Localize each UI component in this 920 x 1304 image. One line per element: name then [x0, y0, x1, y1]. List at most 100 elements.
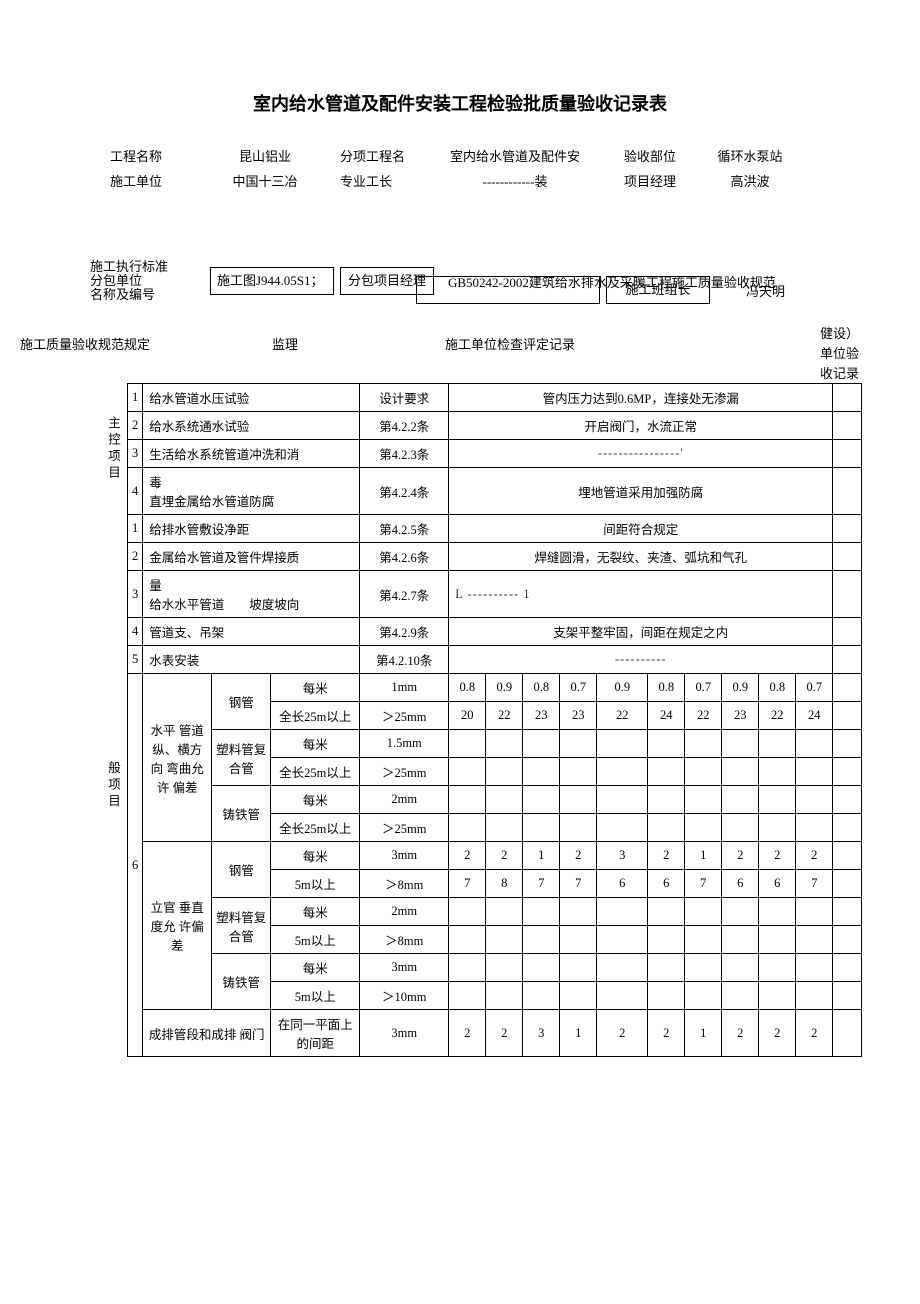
cell: 1 [128, 384, 143, 412]
cell: 第4.2.3条 [360, 440, 449, 468]
cell: ＞25mm [360, 814, 449, 842]
cell: 水平 管道纵、横方向 弯曲允许 偏差 [143, 674, 212, 842]
cell: ＞8mm [360, 926, 449, 954]
label: 专业工长 [340, 171, 430, 190]
cell: 22 [759, 702, 796, 730]
cell: 22 [486, 702, 523, 730]
cell: 第4.2.7条 [360, 571, 449, 618]
cell: 水表安装 [143, 646, 360, 674]
box [416, 276, 600, 304]
cell: 成排管段和成排 阀门 [143, 1010, 271, 1057]
cell: 塑料管复合管 [212, 730, 271, 786]
cell: 间距符合规定 [449, 515, 833, 543]
cell [833, 702, 862, 730]
cell: 0.9 [486, 674, 523, 702]
cell: 6 [722, 870, 759, 898]
cell [833, 468, 862, 515]
cell: 全长25m以上 [271, 814, 360, 842]
cell: 2 [597, 1010, 648, 1057]
cell: 23 [523, 702, 560, 730]
value: 高洪波 [700, 171, 800, 190]
label: 施工执行标准 分包单位 名称及编号 [90, 260, 210, 302]
value: ------------装 [430, 171, 600, 190]
cell: 开启阀门，水流正常 [449, 412, 833, 440]
cell [833, 618, 862, 646]
cell: 2 [796, 1010, 833, 1057]
cell [833, 674, 862, 702]
label: 施工质量验收规范规定 [20, 334, 190, 353]
cell: 2 [648, 842, 685, 870]
cell: 毒 直埋金属给水管道防腐 [143, 468, 360, 515]
page-title: 室内给水管道及配件安装工程检验批质量验收记录表 [20, 90, 900, 116]
cell: 0.9 [597, 674, 648, 702]
cell: 0.9 [722, 674, 759, 702]
cell: 铸铁管 [212, 786, 271, 842]
cell: 每米 [271, 898, 360, 926]
cell: 2 [722, 1010, 759, 1057]
cell: 8 [486, 870, 523, 898]
cell: 2 [796, 842, 833, 870]
cell: 7 [796, 870, 833, 898]
cell [833, 646, 862, 674]
cell: 2 [759, 842, 796, 870]
cell: 第4.2.9条 [360, 618, 449, 646]
cell: 量 给水水平管道 坡度坡向 [143, 571, 360, 618]
cell: 焊缝圆滑，无裂纹、夹渣、弧坑和气孔 [449, 543, 833, 571]
cell: 20 [449, 702, 486, 730]
cell: 每米 [271, 674, 360, 702]
value: 室内给水管道及配件安 [430, 146, 600, 165]
cell: 1 [560, 1010, 597, 1057]
cell: 铸铁管 [212, 954, 271, 1010]
cell: 管道支、吊架 [143, 618, 360, 646]
cell: 3mm [360, 954, 449, 982]
cell: 钢管 [212, 842, 271, 898]
cell: 3 [597, 842, 648, 870]
cell: 5m以上 [271, 982, 360, 1010]
cell: 立官 垂直度允 许偏差 [143, 842, 212, 1010]
cell: 0.7 [560, 674, 597, 702]
cell: 钢管 [212, 674, 271, 730]
label: 监理 [190, 334, 380, 353]
label: 验收部位 [600, 146, 700, 165]
text: 施工执行标准 [90, 259, 168, 274]
cell: 5 [128, 646, 143, 674]
cell: 0.8 [759, 674, 796, 702]
cell: 第4.2.6条 [360, 543, 449, 571]
cell: 6 [597, 870, 648, 898]
cell [833, 384, 862, 412]
cell: 每米 [271, 842, 360, 870]
main-table: 主控项目 1 给水管道水压试验 设计要求 管内压力达到0.6MP，连接处无渗漏 … [100, 383, 862, 1057]
cell: 3mm [360, 842, 449, 870]
cell: 生活给水系统管道冲洗和消 [143, 440, 360, 468]
cell: 每米 [271, 786, 360, 814]
cell: 5m以上 [271, 926, 360, 954]
cell [833, 571, 862, 618]
cell: 0.8 [648, 674, 685, 702]
box: 施工班组长 [606, 276, 710, 304]
label: 工程名称 [110, 146, 190, 165]
cell [833, 543, 862, 571]
cell: 第4.2.4条 [360, 468, 449, 515]
cell: 第4.2.5条 [360, 515, 449, 543]
cell: 埋地管道采用加强防腐 [449, 468, 833, 515]
cell: 7 [560, 870, 597, 898]
cell: 2mm [360, 898, 449, 926]
cell [833, 515, 862, 543]
cell: 给水管道水压试验 [143, 384, 360, 412]
cell: 22 [685, 702, 722, 730]
cell: 2 [486, 1010, 523, 1057]
cell: 1 [685, 842, 722, 870]
cell: 4 [128, 468, 143, 515]
label: 施工单位 [110, 171, 190, 190]
label: 分项工程名 [340, 146, 430, 165]
cell: 每米 [271, 730, 360, 758]
cell: ＞8mm [360, 870, 449, 898]
cell: 2 [449, 1010, 486, 1057]
cell: 0.7 [796, 674, 833, 702]
cell: 6 [759, 870, 796, 898]
cell: 1 [523, 842, 560, 870]
header-row-2: 施工单位 中国十三冶 专业工长 ------------装 项目经理 高洪波 [110, 171, 900, 190]
cell: 5m以上 [271, 870, 360, 898]
header-row-1: 工程名称 昆山铝业 分项工程名 室内给水管道及配件安 验收部位 循环水泵站 [110, 146, 900, 165]
cell: 1 [128, 515, 143, 543]
